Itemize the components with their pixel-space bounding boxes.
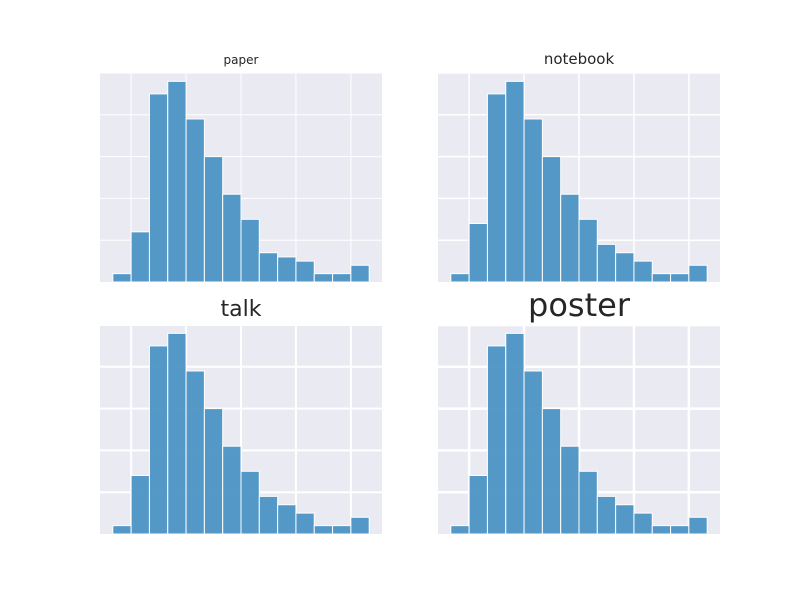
histogram-bar <box>596 243 617 283</box>
histogram-bar <box>523 370 543 535</box>
histogram-bar <box>651 273 672 283</box>
histogram-bar <box>240 470 260 535</box>
histogram-bar <box>450 273 470 283</box>
histogram-bar <box>541 408 562 535</box>
histogram-bar <box>185 370 205 535</box>
histogram-bar <box>277 504 297 535</box>
histogram-bar <box>313 525 334 535</box>
histogram-bar <box>560 193 580 283</box>
histogram-bar <box>277 256 297 283</box>
histogram-bar <box>313 273 334 283</box>
histogram-bar <box>130 474 150 535</box>
histogram-bar <box>185 118 205 283</box>
histogram-bar <box>450 525 470 535</box>
panel-talk: talk <box>100 297 382 535</box>
histogram-bar <box>167 332 187 535</box>
histogram-bar <box>523 118 543 283</box>
histogram-bar <box>615 252 635 283</box>
panel-notebook: notebook <box>438 50 720 283</box>
histogram-bar <box>295 512 315 535</box>
histogram-bar <box>670 525 690 535</box>
histogram-bar <box>688 516 708 535</box>
histogram-bar <box>130 231 150 283</box>
panel-title: paper <box>224 53 259 67</box>
histogram-bar <box>112 273 132 283</box>
histogram-bar <box>486 93 507 283</box>
panel-paper: paper <box>100 53 382 283</box>
histogram-bar <box>167 80 187 283</box>
histogram-bar <box>688 264 708 283</box>
histogram-bar <box>350 264 370 283</box>
histogram-bar <box>222 193 242 283</box>
histogram-bar <box>203 156 224 283</box>
histogram-bar <box>148 345 169 535</box>
histogram-bar <box>486 345 507 535</box>
histogram-bar <box>596 495 617 535</box>
histogram-bar <box>468 222 488 283</box>
panel-title: poster <box>528 286 631 324</box>
histogram-bar <box>332 273 352 283</box>
histogram-bars <box>112 332 370 535</box>
histogram-bar <box>505 332 525 535</box>
histogram-bar <box>505 80 525 283</box>
panel-title: talk <box>221 297 262 322</box>
histogram-bar <box>633 512 653 535</box>
histogram-bar <box>203 408 224 535</box>
histogram-bar <box>541 156 562 283</box>
histogram-bars <box>450 80 708 283</box>
histogram-bar <box>651 525 672 535</box>
histogram-bar <box>615 504 635 535</box>
histogram-bars <box>450 332 708 535</box>
histogram-bar <box>240 218 260 283</box>
histogram-bars <box>112 80 370 283</box>
panel-title: notebook <box>544 50 615 68</box>
histogram-bar <box>222 445 242 535</box>
histogram-bar <box>578 470 598 535</box>
histogram-bar <box>258 495 279 535</box>
histogram-bar <box>112 525 132 535</box>
histogram-bar <box>670 273 690 283</box>
histogram-bar <box>350 516 370 535</box>
histogram-bar <box>633 260 653 283</box>
histogram-bar <box>468 474 488 535</box>
histogram-bar <box>258 252 279 283</box>
histogram-bar <box>295 260 315 283</box>
grid-lines <box>100 324 382 534</box>
panel-poster: poster <box>438 286 720 535</box>
histogram-bar <box>560 445 580 535</box>
histogram-bar <box>332 525 352 535</box>
histogram-bar <box>578 218 598 283</box>
histogram-bar <box>148 93 169 283</box>
